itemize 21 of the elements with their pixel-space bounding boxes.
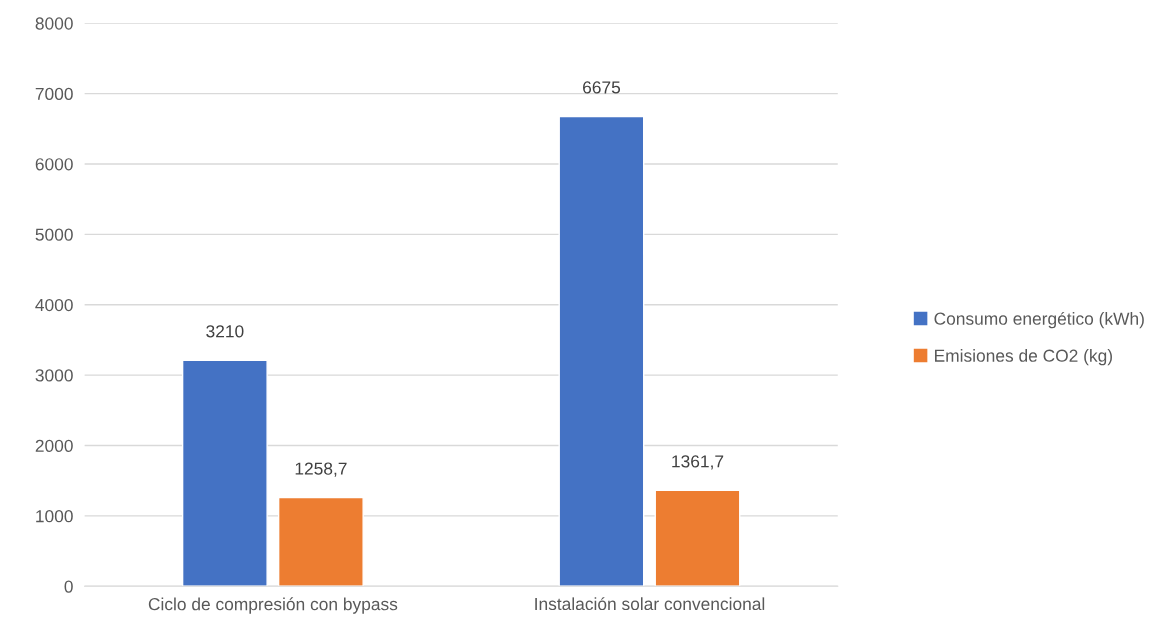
data-label: 3210	[206, 325, 244, 338]
y-tick-label: 5000	[35, 228, 73, 241]
bar	[654, 489, 741, 587]
y-tick-label: 7000	[35, 87, 73, 101]
y-tick-label: 0	[64, 580, 73, 593]
data-label: 6675	[583, 81, 621, 94]
y-tick-label: 8000	[35, 17, 73, 30]
y-tick-label: 4000	[35, 298, 73, 312]
y-tick-label: 3000	[35, 369, 73, 382]
x-tick-label: Instalación solar convencional	[535, 597, 765, 611]
bar	[277, 496, 364, 587]
bar	[558, 115, 645, 587]
bar	[181, 359, 268, 587]
y-tick-label: 2000	[35, 439, 73, 452]
legend-label: Consumo energético (kWh)	[934, 311, 1144, 329]
y-tick-label: 6000	[35, 158, 73, 171]
legend-label: Emisiones de CO2 (kg)	[935, 349, 1112, 366]
data-label: 1361,7	[672, 455, 724, 470]
x-tick-label: Ciclo de compresión con bypass	[148, 597, 398, 614]
y-tick-label: 1000	[36, 510, 73, 523]
data-label: 1258,7	[295, 462, 347, 477]
